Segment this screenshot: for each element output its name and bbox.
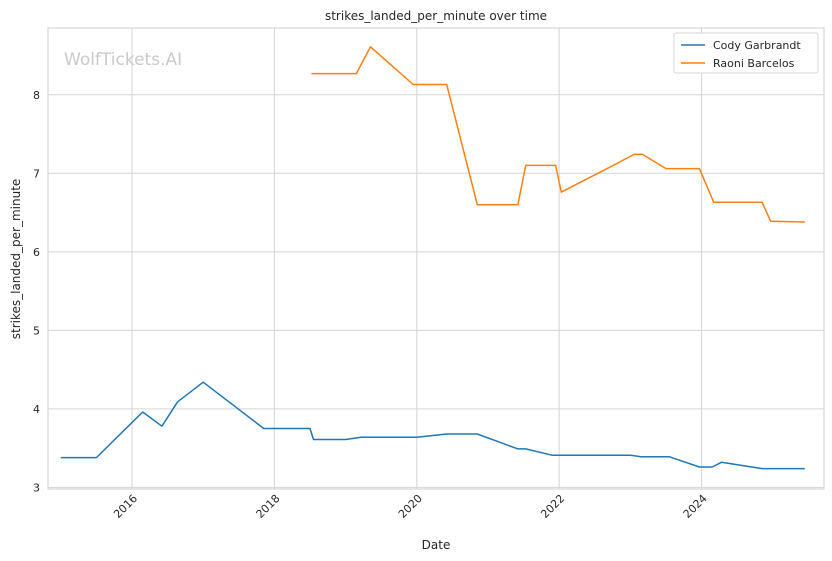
grid-lines bbox=[48, 28, 824, 489]
legend-label-cody-garbrandt: Cody Garbrandt bbox=[713, 39, 801, 52]
x-tick-label: 2022 bbox=[538, 492, 567, 521]
y-tick-label: 3 bbox=[33, 481, 40, 494]
x-tick-label: 2024 bbox=[681, 492, 710, 521]
legend: Cody Garbrandt Raoni Barcelos bbox=[673, 32, 819, 74]
plot-area bbox=[47, 27, 825, 490]
legend-box bbox=[673, 32, 819, 74]
x-axis-label: Date bbox=[422, 538, 451, 552]
series-line-cody-garbrandt bbox=[60, 381, 805, 470]
x-tick-label: 2018 bbox=[254, 492, 283, 521]
x-tick-label: 2020 bbox=[396, 492, 425, 521]
y-tick-label: 6 bbox=[33, 246, 40, 259]
y-axis-label: strikes_landed_per_minute bbox=[9, 179, 23, 340]
y-tick-label: 4 bbox=[33, 403, 40, 416]
chart-title: strikes_landed_per_minute over time bbox=[325, 9, 547, 23]
series-lines bbox=[60, 46, 805, 470]
series-line-raoni-barcelos bbox=[311, 46, 805, 223]
legend-label-raoni-barcelos: Raoni Barcelos bbox=[713, 57, 795, 70]
watermark: WolfTickets.AI bbox=[64, 50, 182, 70]
y-tick-label: 5 bbox=[33, 324, 40, 337]
y-tick-label: 7 bbox=[33, 167, 40, 180]
y-tick-label: 8 bbox=[33, 89, 40, 102]
x-tick-label: 2016 bbox=[111, 492, 140, 521]
